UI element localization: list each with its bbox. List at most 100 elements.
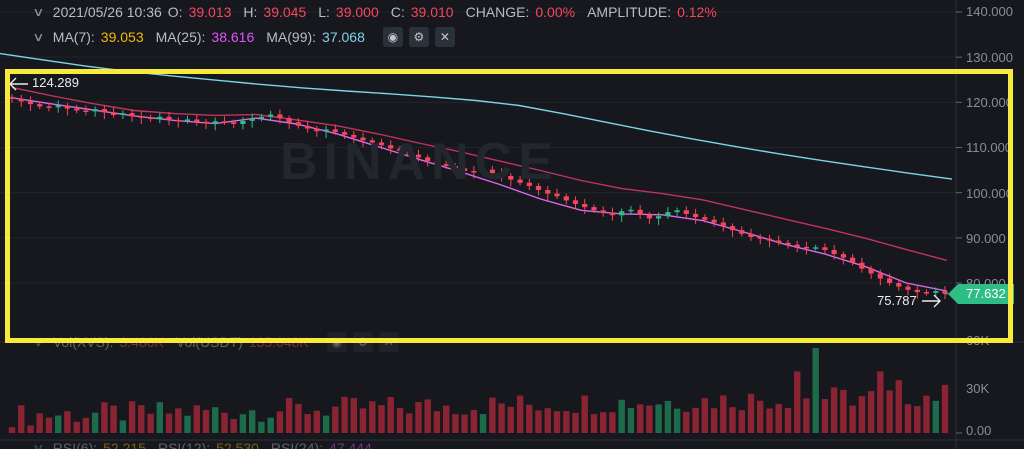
candle-body <box>323 129 329 132</box>
volume-bar <box>119 420 127 433</box>
volume-bar <box>914 406 921 433</box>
volume-bar <box>396 408 404 433</box>
chevron-down-icon[interactable]: ∨ <box>32 5 45 19</box>
volume-bar <box>683 411 690 433</box>
candle-body <box>674 210 680 213</box>
candle-body <box>868 268 874 274</box>
candle-body <box>166 116 172 120</box>
volume-bar <box>82 417 90 433</box>
volume-bar <box>415 402 422 433</box>
candle-body <box>443 164 449 166</box>
amplitude-value: 0.12% <box>677 4 717 20</box>
volume-bar <box>285 398 293 433</box>
candle-body <box>46 106 52 108</box>
candle-body <box>739 230 745 234</box>
low-label: L: <box>318 4 330 20</box>
candle-body <box>923 292 930 294</box>
gear-icon[interactable]: ⚙ <box>408 27 429 47</box>
candle-body <box>859 262 865 269</box>
candle-date: 2021/05/26 10:36 <box>52 4 162 20</box>
price-axis-label: 130.000 <box>966 50 1013 65</box>
volume-bar <box>507 406 514 433</box>
candle-body <box>148 117 154 119</box>
volume-bar <box>627 408 635 433</box>
volume-bar <box>45 417 53 433</box>
candle-body <box>720 222 726 227</box>
volume-bar <box>803 398 810 433</box>
volume-bar <box>295 403 302 433</box>
volume-bar <box>332 406 339 433</box>
eye-icon[interactable]: ◉ <box>382 27 403 47</box>
high-price-annotation: 124.289 <box>32 75 79 90</box>
volume-bar <box>720 395 727 433</box>
volume-bar <box>646 405 653 433</box>
ma99-value: 37.068 <box>322 29 365 45</box>
candle-body <box>83 110 89 112</box>
candle-body <box>129 113 135 117</box>
volume-bar <box>64 411 71 433</box>
volume-bar <box>378 405 385 433</box>
volume-bar <box>212 407 219 433</box>
volume-bar <box>479 414 487 433</box>
candle-body <box>203 121 209 124</box>
volume-bar <box>184 415 191 433</box>
volume-bar <box>350 398 357 433</box>
close-icon[interactable]: ✕ <box>434 27 455 47</box>
binance-watermark: BINANCE <box>280 133 559 191</box>
volume-bar <box>840 389 847 433</box>
volume-bar <box>258 421 265 433</box>
candle-body <box>637 209 643 215</box>
rsi-info-row: ∨ RSI(6): 52.215 RSI(12): 52.530 RSI(24): 4… <box>0 440 384 449</box>
volume-bar <box>221 412 228 433</box>
volume-bar <box>443 405 450 433</box>
volume-bar <box>322 415 330 433</box>
candle-body <box>572 200 579 204</box>
volume-bar <box>341 396 348 433</box>
volume-bar <box>673 408 681 433</box>
low-value: 39.000 <box>335 4 379 20</box>
rsi12-label: RSI(12): <box>157 440 211 449</box>
candle-body <box>766 238 773 241</box>
volume-bar <box>406 413 413 433</box>
volume-bar <box>128 401 136 433</box>
candle-body <box>92 109 98 112</box>
chevron-down-icon[interactable]: ∨ <box>32 30 45 44</box>
rsi24-value: 47.444 <box>329 440 372 449</box>
candle-body <box>360 137 366 141</box>
candle-body <box>305 125 311 129</box>
volume-bar <box>830 387 838 433</box>
volume-bar <box>757 400 764 433</box>
ma-info-row: ∨ MA(7): 39.053 MA(25): 38.616 MA(99): 37.0… <box>0 27 455 47</box>
volume-bar <box>101 402 108 433</box>
candle-body <box>120 113 126 115</box>
volume-bar <box>202 409 210 433</box>
candle-body <box>18 98 24 102</box>
volume-bar <box>877 371 884 433</box>
candle-body <box>378 142 385 146</box>
volume-bar <box>156 402 163 433</box>
candle-body <box>332 129 338 133</box>
volume-bar <box>858 396 866 433</box>
rsi6-value: 52.215 <box>103 440 146 449</box>
candle-body <box>517 179 523 183</box>
candle-body <box>295 122 301 126</box>
candle-body <box>813 247 819 249</box>
candle-body <box>545 190 551 194</box>
candle-body <box>212 121 218 124</box>
candle-body <box>74 108 80 111</box>
volume-bar <box>55 415 62 433</box>
close-label: C: <box>390 4 405 20</box>
volume-bar <box>193 405 200 433</box>
candle-body <box>702 217 708 220</box>
rsi12-value: 52.530 <box>216 440 259 449</box>
volume-bar <box>110 405 117 433</box>
low-price-annotation: 75.787 <box>877 293 917 308</box>
candle-body <box>822 247 828 250</box>
volume-bar <box>609 412 616 433</box>
candle-body <box>425 157 431 161</box>
chevron-down-icon[interactable]: ∨ <box>32 441 45 449</box>
volume-bar <box>165 413 173 433</box>
ma7-label: MA(7): <box>52 29 95 45</box>
